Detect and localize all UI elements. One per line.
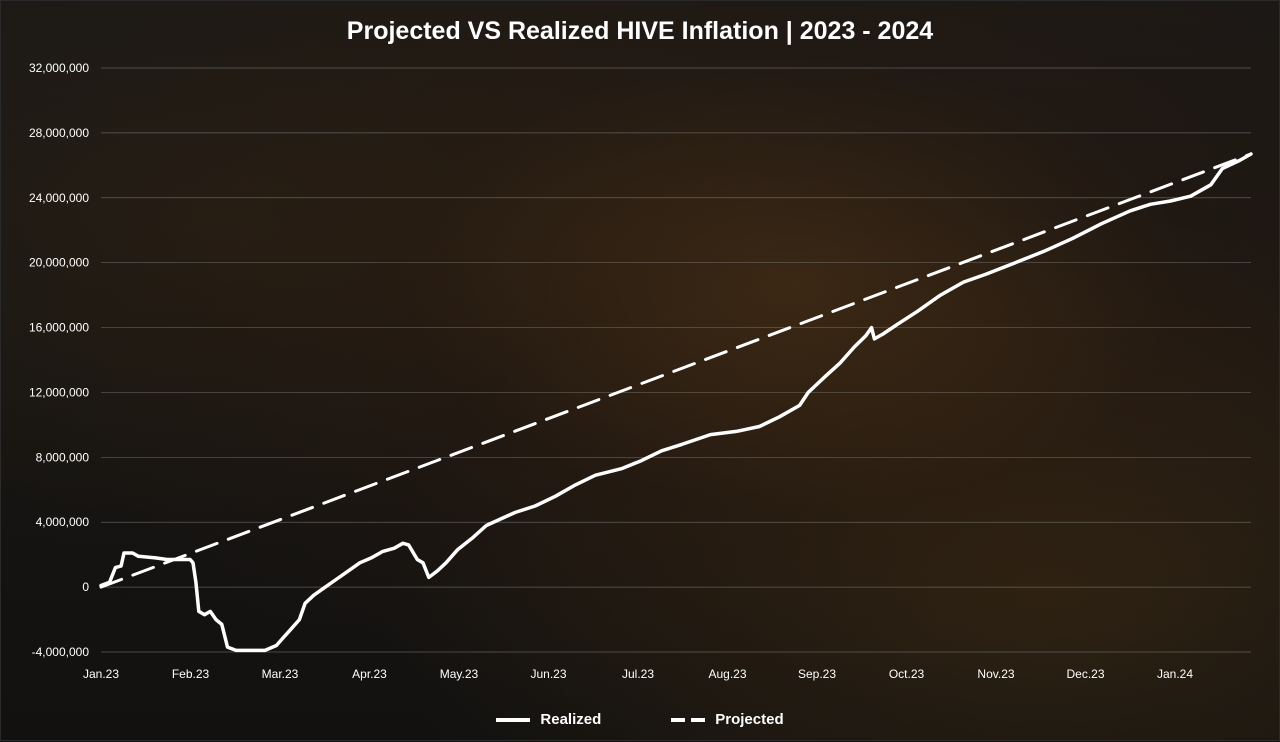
chart-title: Projected VS Realized HIVE Inflation | 2…	[346, 17, 934, 45]
legend-item-projected: Projected	[671, 711, 784, 728]
y-tick-label: 24,000,000	[29, 191, 89, 205]
y-tick-label: 16,000,000	[29, 321, 89, 335]
y-tick-label: 8,000,000	[36, 450, 90, 464]
y-tick-label: 12,000,000	[29, 385, 89, 399]
x-tick-label: Oct.23	[889, 667, 925, 681]
y-tick-label: 0	[82, 580, 89, 594]
legend: Realized Projected	[1, 711, 1279, 728]
y-tick-label: 28,000,000	[29, 126, 89, 140]
y-tick-label: -4,000,000	[32, 645, 90, 659]
x-tick-label: Sep.23	[798, 667, 836, 681]
x-tick-label: Jan.24	[1157, 667, 1193, 681]
x-tick-label: Jul.23	[622, 667, 654, 681]
grid-lines	[101, 67, 1251, 653]
y-tick-label: 32,000,000	[29, 61, 89, 75]
y-tick-label: 20,000,000	[29, 256, 89, 270]
x-tick-label: Mar.23	[262, 667, 299, 681]
x-tick-label: Jan.23	[83, 667, 119, 681]
legend-label-projected: Projected	[715, 711, 784, 728]
x-tick-label: Feb.23	[172, 667, 210, 681]
x-tick-label: Dec.23	[1066, 667, 1104, 681]
x-tick-label: Apr.23	[352, 667, 387, 681]
y-axis-labels: -4,000,000 0 4,000,000 8,000,000 12,000,000 1…	[29, 61, 89, 659]
series-line-projected	[99, 152, 1253, 589]
series-lines	[99, 152, 1253, 653]
legend-item-realized: Realized	[496, 711, 601, 728]
x-tick-label: Jun.23	[530, 667, 566, 681]
x-axis-labels: Jan.23 Feb.23 Mar.23 Apr.23 May.23 Jun.23 Jul.…	[83, 667, 1193, 681]
x-tick-label: Aug.23	[708, 667, 746, 681]
y-tick-label: 4,000,000	[36, 515, 90, 529]
series-line-realized	[99, 152, 1253, 653]
legend-swatch-solid	[496, 717, 531, 722]
x-tick-label: Nov.23	[977, 667, 1014, 681]
legend-label-realized: Realized	[540, 711, 602, 728]
x-tick-label: May.23	[440, 667, 479, 681]
legend-swatch-dashed	[671, 717, 706, 722]
